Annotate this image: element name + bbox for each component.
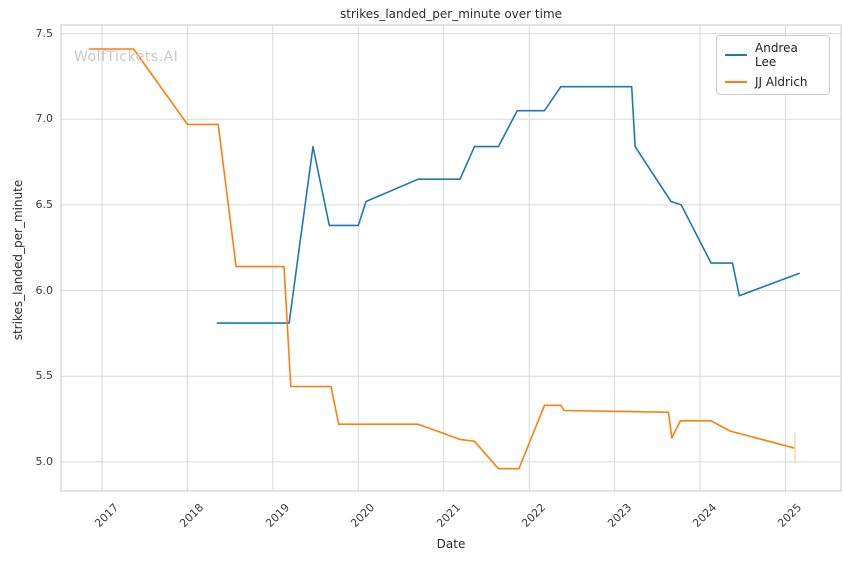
y-tick-label: 7.0 <box>35 112 54 125</box>
y-axis-label: strikes_landed_per_minute <box>11 179 25 341</box>
y-tick-label: 5.0 <box>35 455 54 468</box>
legend-entry-jj-aldrich: JJ Aldrich <box>725 75 821 89</box>
y-tick-label: 5.5 <box>35 369 54 382</box>
legend-entry-andrea-lee: Andrea Lee <box>725 41 821 69</box>
y-tick-label: 6.0 <box>35 284 54 297</box>
y-tick-label: 7.5 <box>35 27 54 40</box>
axes-spines <box>60 24 842 492</box>
watermark-text: WolfTickets.AI <box>74 49 179 65</box>
series-line-jj-aldrich <box>88 48 796 470</box>
chart-title: strikes_landed_per_minute over time <box>339 7 563 21</box>
legend-label: JJ Aldrich <box>755 75 808 89</box>
legend-line-swatch <box>725 54 747 56</box>
x-axis-label: Date <box>436 537 466 551</box>
legend-line-swatch <box>725 81 747 83</box>
series-line-andrea-lee <box>216 85 800 324</box>
legend-label: Andrea Lee <box>755 41 798 69</box>
legend: Andrea Lee JJ Aldrich <box>716 35 830 95</box>
y-tick-label: 6.5 <box>35 198 54 211</box>
